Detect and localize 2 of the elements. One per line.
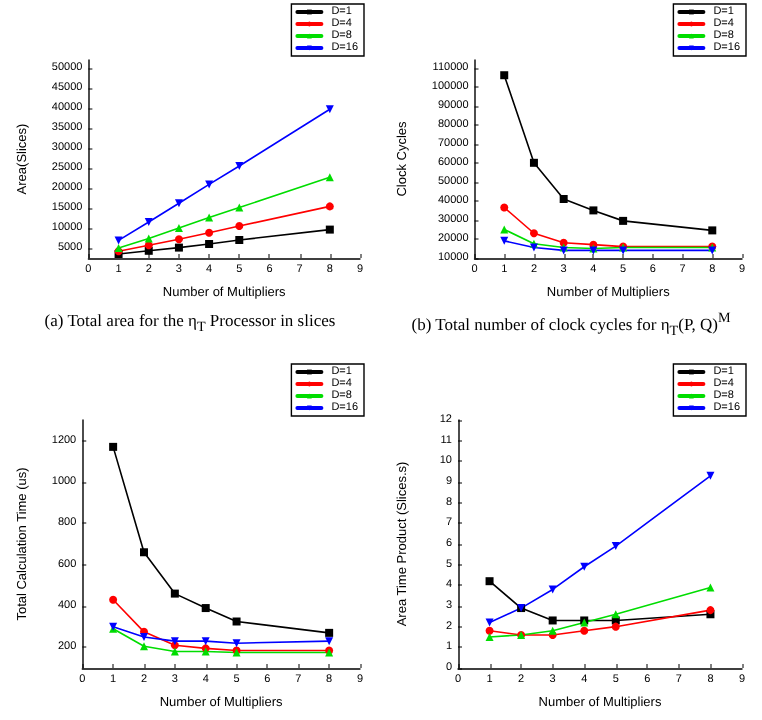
text: (a) Total area for the η$_{T}$ Processor in slices	[42, 310, 338, 336]
text: (b) Total number of clock cycles for η$_{T}$(P, Q)$^{M}$	[409, 310, 733, 340]
